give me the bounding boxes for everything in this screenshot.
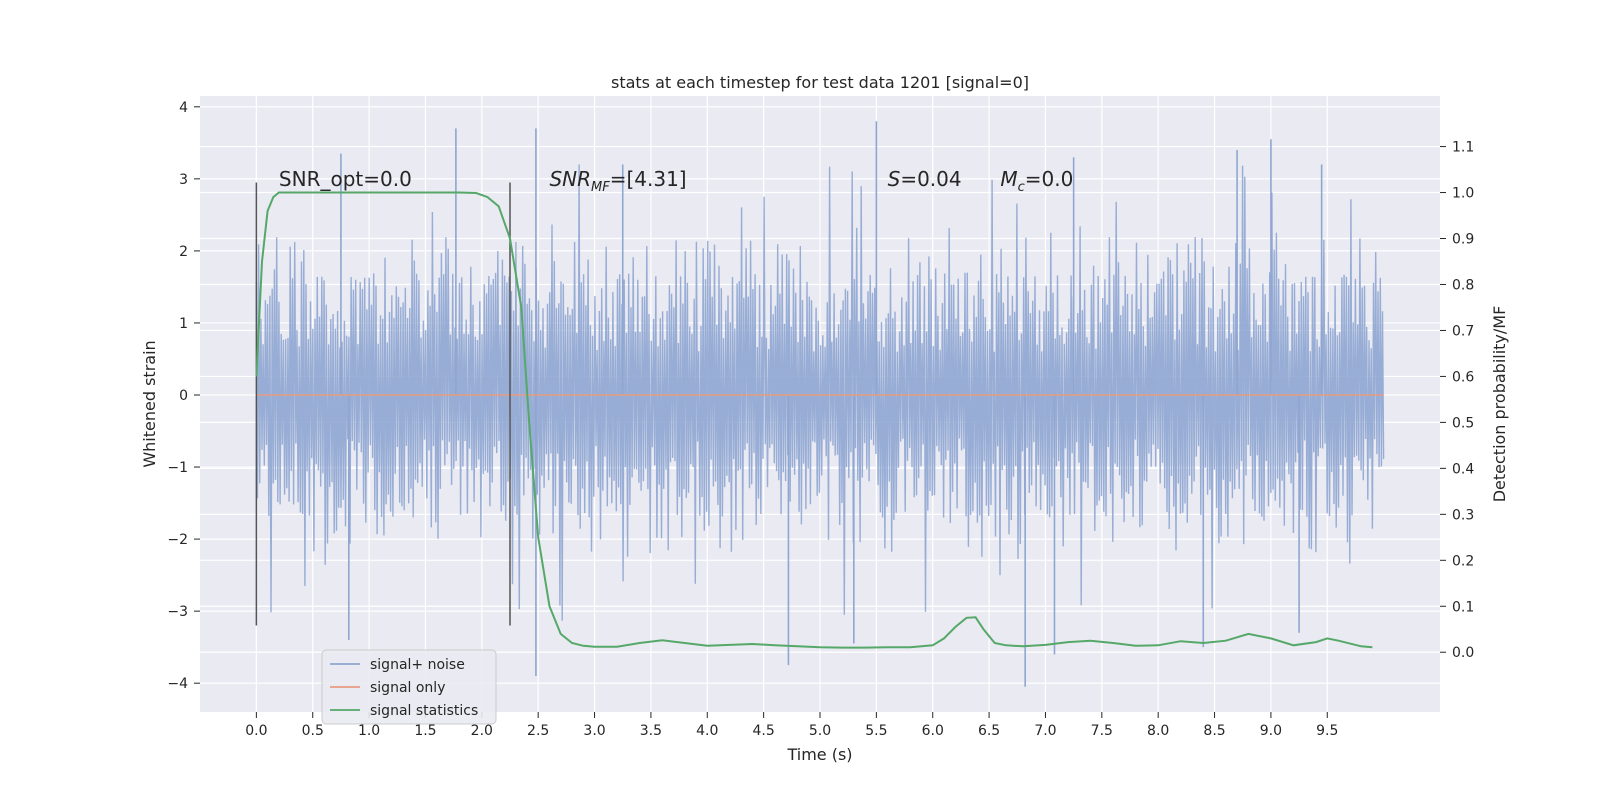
x-tick-label: 4.5 xyxy=(753,723,775,739)
y-tick-label: 4 xyxy=(179,100,188,116)
y-tick-label: 0 xyxy=(179,388,188,404)
stat-annotation: Mc=0.0 xyxy=(1000,167,1073,195)
y-tick-label: −4 xyxy=(167,676,188,692)
legend-label: signal+ noise xyxy=(370,657,465,673)
y2-tick-label: 0.1 xyxy=(1452,599,1474,615)
y-axis-right: 1.1 1.0 0.9 0.8 0.7 0.6 0.5 0.4 0.3 0.2 0.1 0.0 xyxy=(1440,140,1474,661)
x-tick-label: 2.5 xyxy=(527,723,549,739)
y2-tick-label: 0.0 xyxy=(1452,645,1474,661)
stat-annotation: SNRMF=[4.31] xyxy=(549,167,686,195)
legend: signal+ noise signal only signal statistic… xyxy=(321,649,497,725)
signal-statistics-line xyxy=(255,191,1373,649)
y2-tick-label: 0.7 xyxy=(1452,323,1474,339)
y-tick-label: 2 xyxy=(179,244,188,260)
y2-tick-label: 0.3 xyxy=(1452,507,1474,523)
x-tick-label: 8.5 xyxy=(1203,723,1225,739)
signal-noise-series xyxy=(255,121,1385,687)
x-tick-label: 3.5 xyxy=(640,723,662,739)
y2-tick-label: 1.0 xyxy=(1452,186,1474,202)
x-tick-label: 9.5 xyxy=(1316,723,1338,739)
legend-box xyxy=(321,649,497,725)
x-tick-label: 8.0 xyxy=(1147,723,1169,739)
x-tick-label: 3.0 xyxy=(583,723,605,739)
x-tick-label: 0.0 xyxy=(245,723,267,739)
x-tick-label: 5.5 xyxy=(865,723,887,739)
chart-title: stats at each timestep for test data 120… xyxy=(611,73,1029,92)
y2-tick-label: 1.1 xyxy=(1452,140,1474,156)
legend-label: signal statistics xyxy=(370,703,478,719)
y-tick-label: −1 xyxy=(167,460,188,476)
y2-tick-label: 0.5 xyxy=(1452,415,1474,431)
x-tick-label: 7.0 xyxy=(1034,723,1056,739)
y-tick-label: 1 xyxy=(179,316,188,332)
y-axis-left: 4 3 2 1 0 −1 −2 −3 −4 xyxy=(167,100,200,692)
signal-statistics-series xyxy=(255,191,1373,649)
x-tick-label: 7.5 xyxy=(1091,723,1113,739)
x-tick-label: 1.5 xyxy=(414,723,436,739)
y2-tick-label: 0.6 xyxy=(1452,369,1474,385)
x-axis: 0.0 0.5 1.0 1.5 2.0 2.5 3.0 3.5 4.0 4.5 5.0 5.5 6.0 6… xyxy=(245,712,1338,739)
stat-annotation: S=0.04 xyxy=(888,167,962,191)
x-tick-label: 9.0 xyxy=(1260,723,1282,739)
y2-tick-label: 0.9 xyxy=(1452,232,1474,248)
x-tick-label: 1.0 xyxy=(358,723,380,739)
y2-tick-label: 0.2 xyxy=(1452,553,1474,569)
x-tick-label: 6.5 xyxy=(978,723,1000,739)
y-tick-label: 3 xyxy=(179,172,188,188)
x-tick-label: 6.0 xyxy=(922,723,944,739)
stat-annotation: SNR_opt=0.0 xyxy=(279,167,412,191)
y2-tick-label: 0.4 xyxy=(1452,461,1474,477)
x-tick-label: 0.5 xyxy=(302,723,324,739)
x-axis-label: Time (s) xyxy=(786,745,852,764)
y2-axis-label: Detection probability/MF xyxy=(1490,306,1509,503)
vertical-markers xyxy=(255,182,511,626)
legend-label: signal only xyxy=(370,680,445,696)
y-axis-label: Whitened strain xyxy=(140,340,159,467)
y-tick-label: −2 xyxy=(167,532,188,548)
y2-tick-label: 0.8 xyxy=(1452,277,1474,293)
x-tick-label: 4.0 xyxy=(696,723,718,739)
x-tick-label: 2.0 xyxy=(471,723,493,739)
y-tick-label: −3 xyxy=(167,604,188,620)
annotations: SNR_opt=0.0 SNRMF=[4.31] S=0.04 Mc=0.0 xyxy=(279,167,1073,195)
signal-noise-line xyxy=(255,164,1385,621)
x-tick-label: 5.0 xyxy=(809,723,831,739)
